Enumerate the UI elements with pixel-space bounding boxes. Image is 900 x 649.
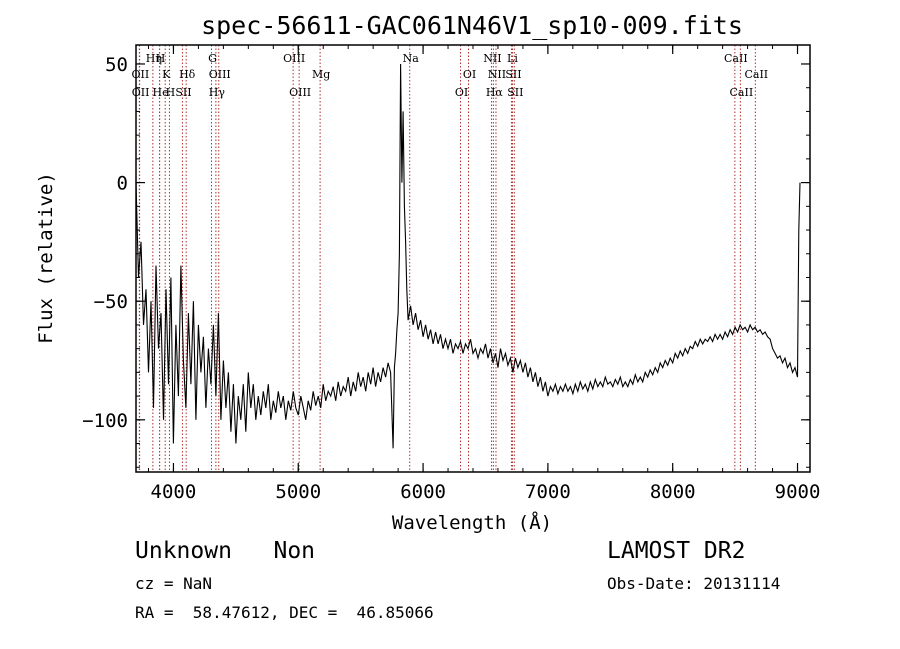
- line-label: OII: [132, 68, 150, 81]
- y-tick-label: −50: [94, 291, 128, 313]
- line-label: Na: [403, 52, 420, 65]
- x-tick-label: 5000: [275, 481, 321, 503]
- x-tick-label: 4000: [151, 481, 197, 503]
- line-markers: [138, 45, 756, 472]
- line-label: SII: [505, 68, 521, 81]
- obs-date: Obs-Date: 20131114: [607, 574, 781, 593]
- line-label: Mg: [312, 68, 330, 81]
- plot-frame: [135, 44, 811, 473]
- line-label: OIII: [209, 68, 231, 81]
- line-label: CaII: [724, 52, 748, 65]
- x-tick-label: 7000: [525, 481, 571, 503]
- line-label: Hα: [486, 86, 504, 99]
- line-label: SII: [507, 86, 523, 99]
- line-label: H: [156, 52, 166, 65]
- line-label: CaII: [744, 68, 768, 81]
- y-axis-ticks: 50 0 −50 −100: [82, 54, 810, 468]
- redshift-cz: cz = NaN: [135, 574, 213, 593]
- line-label: CaII: [730, 86, 754, 99]
- line-label: OII: [132, 86, 150, 99]
- x-tick-label: 9000: [775, 481, 821, 503]
- chart-title: spec-56611-GAC061N46V1_sp10-009.fits: [201, 11, 743, 40]
- line-label: Hη: [146, 52, 162, 65]
- x-tick-label: 6000: [400, 481, 446, 503]
- survey-name: LAMOST DR2: [607, 538, 746, 564]
- spectrum-line: [135, 63, 801, 449]
- line-label: OIII: [289, 86, 311, 99]
- line-label: H: [166, 86, 176, 99]
- x-tick-label: 8000: [650, 481, 696, 503]
- line-label: K: [162, 68, 171, 81]
- line-label: Hγ: [209, 86, 226, 99]
- line-label: OI: [463, 68, 476, 81]
- x-axis-ticks: 4000 5000 6000 7000 8000 9000: [147, 45, 821, 503]
- y-tick-label: 50: [105, 54, 128, 76]
- x-axis-label: Wavelength (Å): [392, 511, 552, 534]
- line-label: OIII: [283, 52, 305, 65]
- line-label: OI: [455, 86, 468, 99]
- line-label: Hδ: [179, 68, 196, 81]
- y-tick-label: 0: [117, 173, 128, 195]
- line-label: G: [208, 52, 217, 65]
- line-label: He: [153, 86, 169, 99]
- coordinates: RA = 58.47612, DEC = 46.85066: [135, 603, 434, 622]
- line-label: Li: [507, 52, 518, 65]
- line-label: NII: [488, 68, 506, 81]
- y-tick-label: −100: [82, 410, 128, 432]
- line-label: SII: [175, 86, 191, 99]
- object-class: Unknown Non: [135, 538, 316, 564]
- line-label: NII: [483, 52, 501, 65]
- y-axis-label: Flux (relative): [35, 172, 57, 344]
